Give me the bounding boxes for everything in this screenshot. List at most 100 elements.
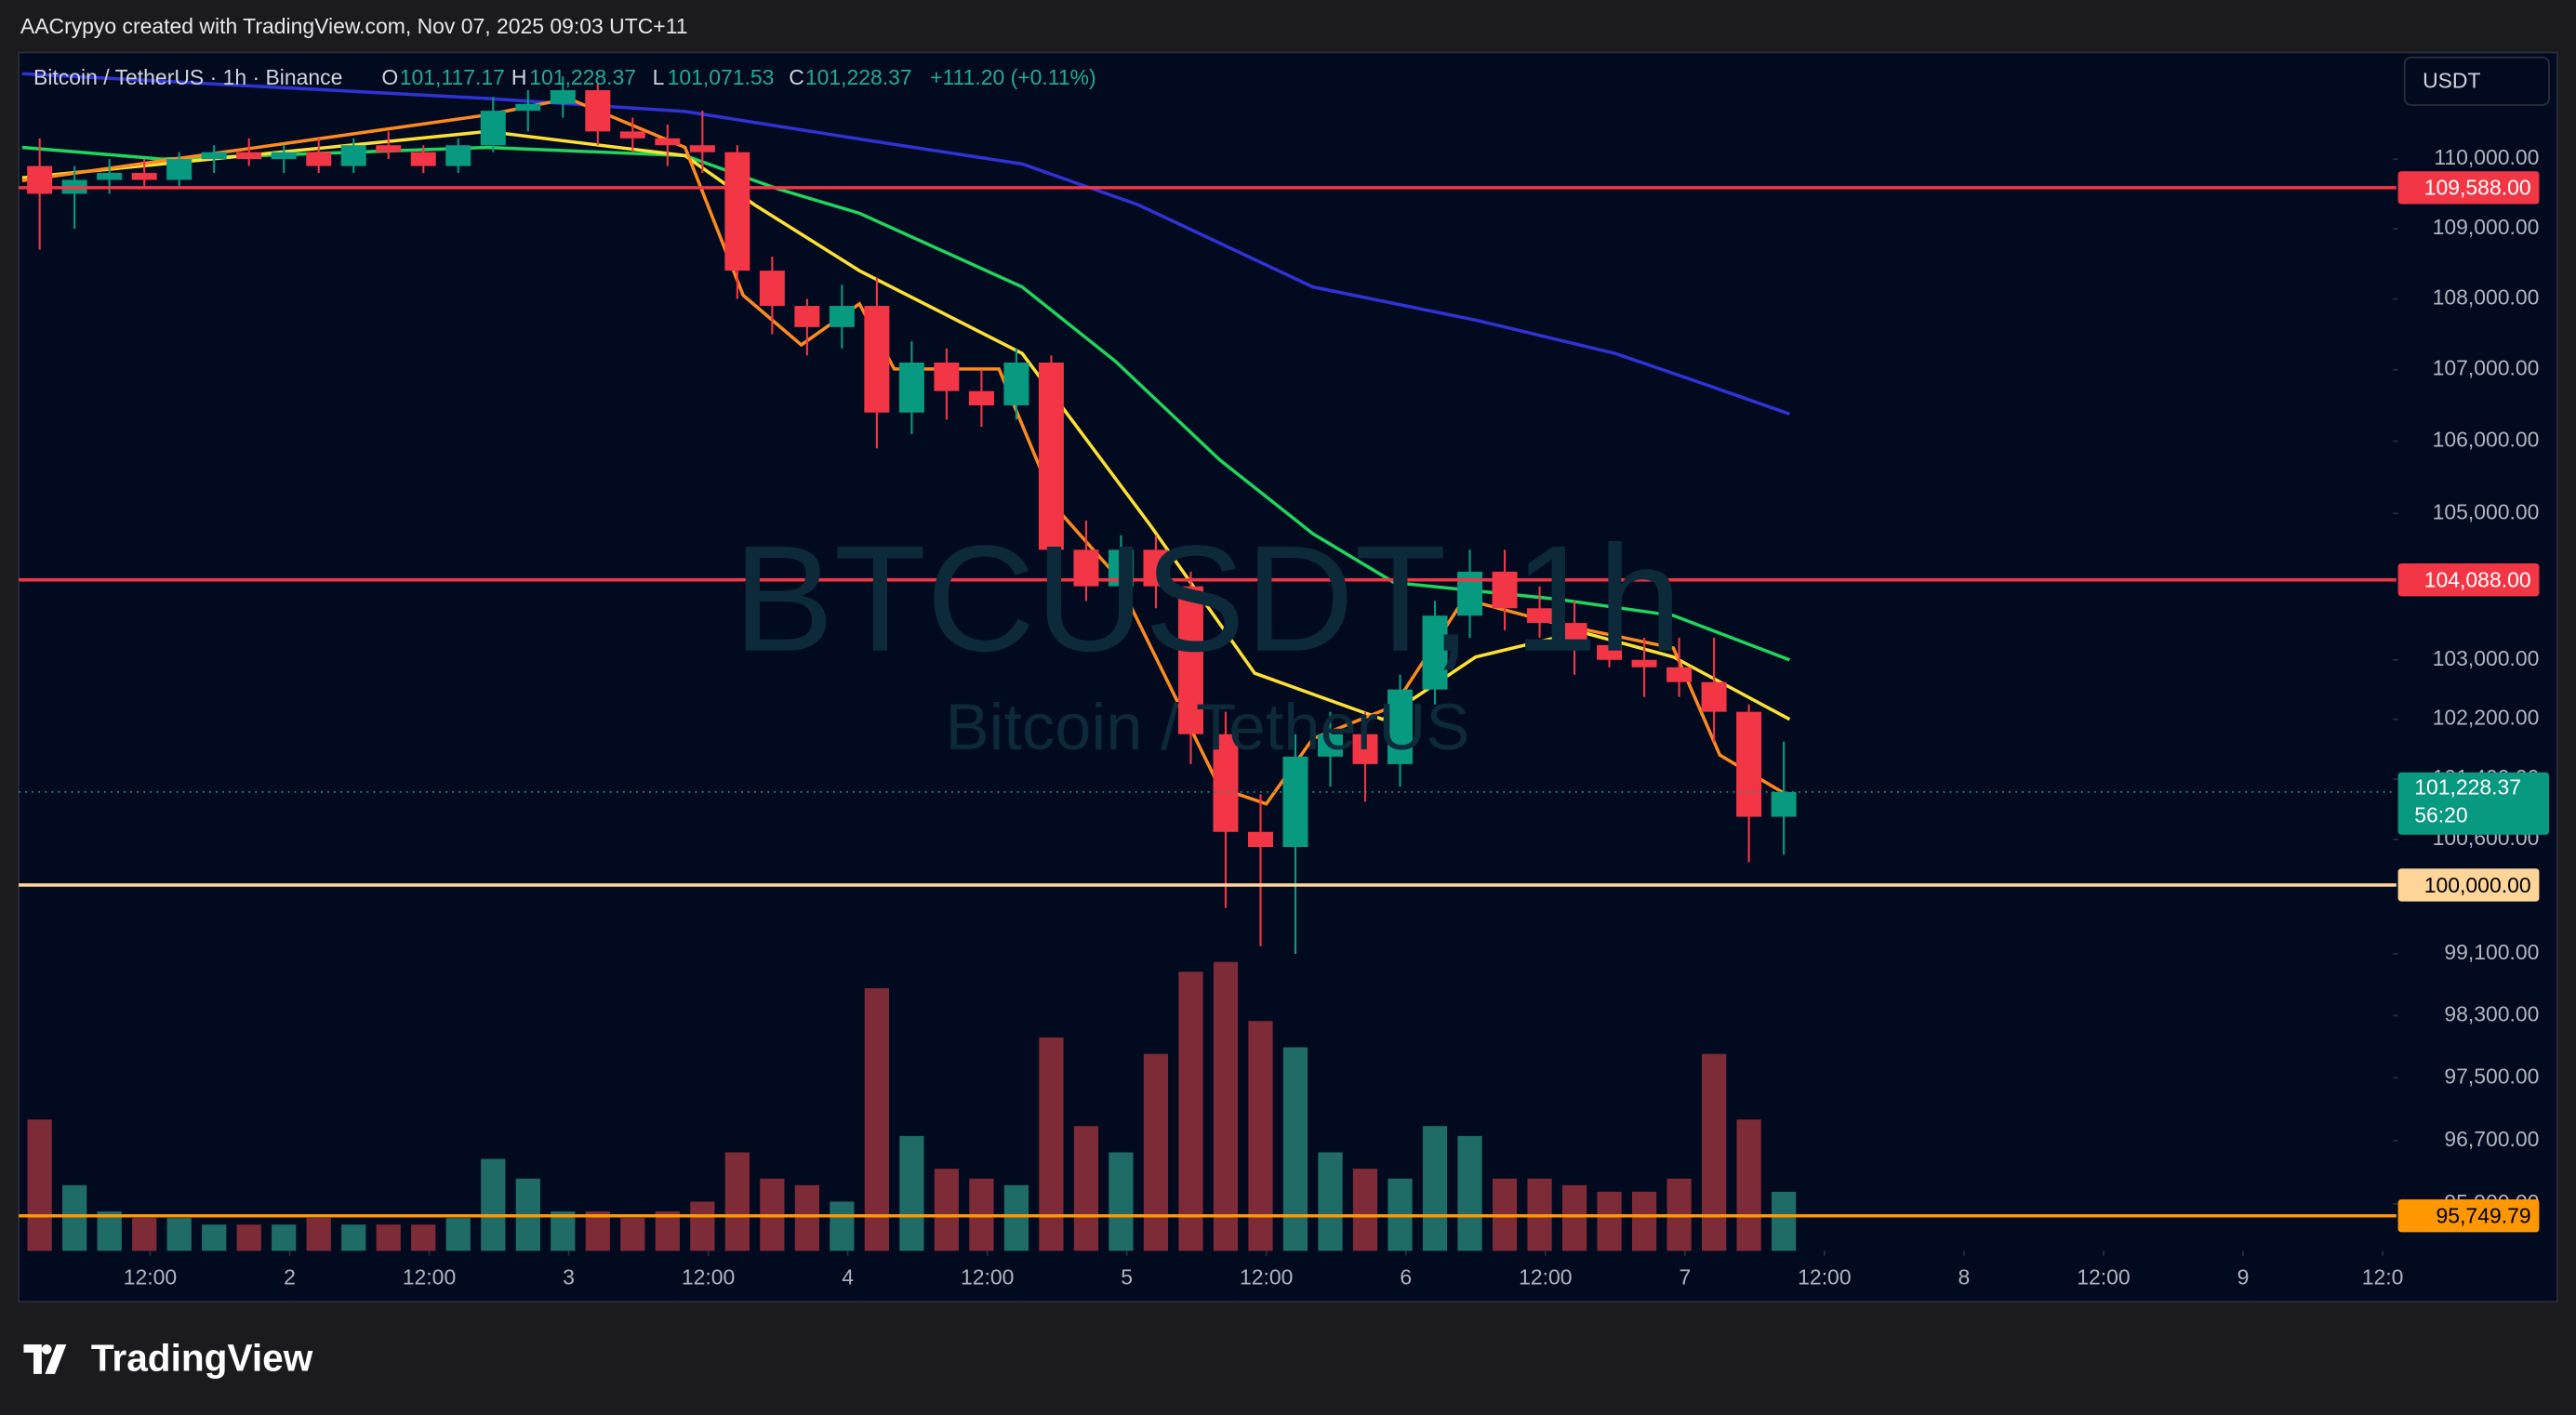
x-tick-label: 12:00 xyxy=(1519,1265,1572,1289)
logo-dot xyxy=(41,1344,52,1355)
legend: Bitcoin / TetherUS · 1h · Binance O 101,… xyxy=(33,65,1096,89)
volume-bar xyxy=(620,1218,645,1251)
candle-body xyxy=(1213,734,1239,832)
volume-bar xyxy=(1736,1119,1761,1251)
candle-body xyxy=(1561,623,1587,645)
volume-bar xyxy=(690,1201,715,1251)
x-tick-label: 8 xyxy=(1959,1265,1971,1289)
candle-body xyxy=(97,173,123,180)
currency-button[interactable] xyxy=(2403,56,2550,106)
volume-bar xyxy=(1597,1191,1622,1251)
caption: AACrypyo created with TradingView.com, N… xyxy=(20,14,688,38)
volume-bar xyxy=(1457,1135,1482,1251)
volume-bar xyxy=(830,1201,855,1251)
volume-bar xyxy=(445,1218,471,1251)
volume-bar xyxy=(376,1224,401,1251)
volume-bar xyxy=(1352,1169,1378,1251)
legend-h-label: H xyxy=(511,65,527,89)
y-tick-label: 105,000.00 xyxy=(2433,499,2540,523)
volume-bar xyxy=(62,1184,87,1251)
y-tick-label: 102,200.00 xyxy=(2433,706,2540,730)
volume-bar xyxy=(1318,1152,1343,1251)
volume-bar xyxy=(97,1211,122,1251)
candle-body xyxy=(619,131,645,139)
legend-c: 101,228.37 xyxy=(805,65,912,89)
candle-body xyxy=(166,159,193,180)
volume-bar xyxy=(1039,1037,1064,1251)
watermark-name: Bitcoin / TetherUS xyxy=(946,690,1470,763)
candle-body xyxy=(1701,681,1727,712)
candle-body xyxy=(271,152,297,160)
x-tick-label: 3 xyxy=(563,1265,575,1289)
volume-bar xyxy=(27,1119,52,1251)
x-tick-label: 9 xyxy=(2237,1265,2250,1289)
volume-bar xyxy=(202,1224,227,1251)
y-tick-label: 96,700.00 xyxy=(2444,1127,2539,1151)
price-label-box xyxy=(2397,171,2540,205)
price-label: 95,749.79 xyxy=(2437,1204,2531,1228)
candle-body xyxy=(480,111,506,146)
candle-body xyxy=(376,145,402,152)
volume-bar xyxy=(934,1169,960,1251)
volume-bar xyxy=(481,1158,506,1251)
volume-bar xyxy=(411,1224,436,1251)
candle-body xyxy=(898,363,924,413)
candle-body xyxy=(1527,608,1553,624)
volume-bar xyxy=(1422,1126,1448,1251)
plot: 110,000.00 109,000.00 108,000.00 107,000.00… xyxy=(19,72,2550,1289)
x-tick-label: 12:00 xyxy=(403,1265,456,1289)
volume-bar xyxy=(1213,961,1239,1251)
last-price-label: 101,228.37 xyxy=(2414,774,2521,799)
volume-bar xyxy=(1771,1191,1797,1251)
candle-body xyxy=(340,145,366,166)
candle-body xyxy=(864,306,890,413)
price-label: 109,588.00 xyxy=(2424,176,2531,200)
candle-body xyxy=(550,89,576,104)
candle-body xyxy=(1631,659,1657,668)
candle-body xyxy=(1597,644,1623,660)
candle-body xyxy=(201,152,227,160)
candle-body xyxy=(1666,667,1693,682)
candle-body xyxy=(1422,615,1448,690)
x-tick-label: 12:00 xyxy=(682,1265,735,1289)
candle-body xyxy=(689,145,715,152)
candle-body xyxy=(1038,363,1064,550)
legend-l: 101,071.53 xyxy=(668,65,775,89)
volume-bar xyxy=(1248,1021,1273,1251)
candle-body xyxy=(759,271,785,307)
legend-h: 101,228.37 xyxy=(529,65,636,89)
volume-bar xyxy=(1631,1191,1657,1251)
watermark-symbol: BTCUSDT, 1h xyxy=(733,515,1681,683)
moving-average-line xyxy=(21,72,1790,416)
y-tick-label: 107,000.00 xyxy=(2433,356,2540,380)
candle-body xyxy=(968,390,994,406)
volume-bar xyxy=(1282,1047,1308,1251)
candle-body xyxy=(794,306,820,327)
moving-average-line xyxy=(21,145,1791,662)
candle-body xyxy=(1317,734,1344,757)
x-tick-label: 12:00 xyxy=(1240,1265,1293,1289)
candle-body xyxy=(410,152,436,166)
price-label-box xyxy=(2397,868,2540,902)
volume-bar xyxy=(166,1218,192,1251)
legend-symbol: Bitcoin / TetherUS · 1h · Binance xyxy=(33,65,342,89)
volume-bar xyxy=(655,1211,680,1251)
candle-body xyxy=(655,138,681,146)
y-tick-label: 109,000.00 xyxy=(2433,215,2540,239)
price-label-box xyxy=(2397,1199,2540,1233)
x-tick-label: 12:00 xyxy=(961,1265,1014,1289)
candle-body xyxy=(1003,363,1029,406)
x-tick-label: 12:00 xyxy=(124,1265,177,1289)
y-tick-label: 103,000.00 xyxy=(2433,646,2540,670)
candle-body xyxy=(1247,831,1273,848)
volume-bar xyxy=(1003,1184,1029,1251)
currency-label[interactable]: USDT xyxy=(2423,68,2480,92)
volume-bar xyxy=(794,1184,819,1251)
logo-icon xyxy=(23,1344,67,1374)
volume-bar xyxy=(272,1224,297,1251)
legend-o-label: O xyxy=(381,65,398,89)
x-tick-label: 12:00 xyxy=(1798,1265,1851,1289)
candle-body xyxy=(585,89,611,132)
